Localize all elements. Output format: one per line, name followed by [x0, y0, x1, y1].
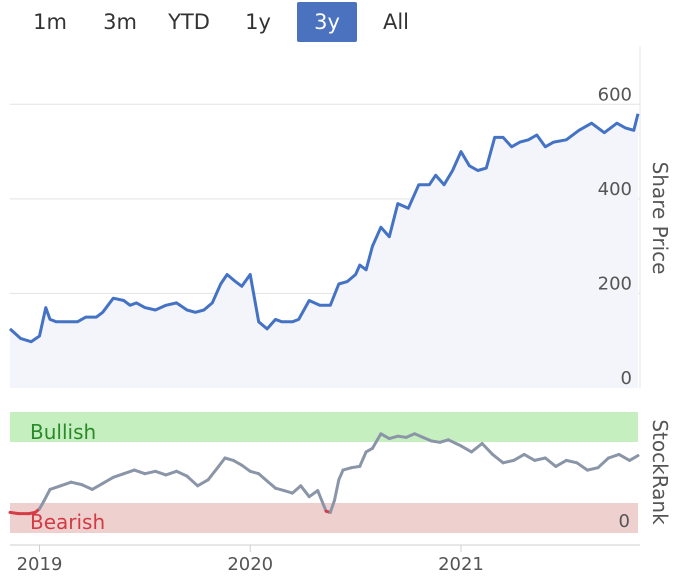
- stockrank-segment: [231, 458, 244, 467]
- stockrank-segment: [132, 468, 147, 476]
- stockrank-segment: [628, 454, 640, 462]
- stockrank-segment: [290, 484, 303, 495]
- price-area: [10, 113, 638, 388]
- stockrank-segment: [257, 472, 269, 483]
- stockrank-segment: [404, 432, 417, 439]
- stockrank-segment: [101, 475, 115, 485]
- price-axis-label: Share Price: [648, 162, 672, 275]
- stockrank-segment: [206, 464, 221, 482]
- stockrank-segment: [240, 463, 252, 473]
- stockrank-segment: [554, 458, 568, 468]
- stockrank-segment: [196, 478, 210, 488]
- range-selector: 1m 3m YTD 1y 3y All: [0, 0, 686, 46]
- x-tick-label: 2020: [227, 554, 273, 575]
- stockrank-segment: [153, 469, 168, 477]
- range-button-3y[interactable]: 3y: [297, 2, 357, 42]
- bearish-label: Bearish: [30, 510, 105, 534]
- stockrank-segment: [333, 478, 341, 502]
- price-tick-labels: 0 200 400 600: [598, 84, 632, 389]
- range-button-3m[interactable]: 3m: [103, 10, 137, 34]
- stockrank-segment: [522, 452, 537, 462]
- stockrank-segment: [371, 432, 383, 450]
- stockrank-segment: [143, 469, 157, 476]
- stockrank-segment: [585, 466, 600, 472]
- range-button-1y[interactable]: 1y: [245, 10, 271, 34]
- bullish-band: [10, 412, 638, 442]
- price-tick-label: 200: [598, 273, 632, 294]
- stockrank-segment: [48, 484, 63, 491]
- stockrank-segment: [575, 461, 589, 472]
- x-tick-label: 2021: [438, 554, 484, 575]
- stockrank-segment: [42, 487, 52, 503]
- stockrank-zero-label: 0: [619, 511, 630, 532]
- stockrank-segment: [175, 469, 189, 478]
- stockrank-segment: [316, 489, 328, 513]
- stockrank-segment: [459, 444, 473, 454]
- stockrank-segment: [90, 481, 105, 491]
- stockrank-segment: [111, 472, 126, 479]
- price-tick-label: 0: [621, 368, 632, 389]
- stockrank-segment: [379, 432, 391, 441]
- stockrank-segment: [533, 456, 547, 462]
- stockrank-segment: [501, 458, 516, 465]
- price-tick-label: 600: [598, 84, 632, 105]
- stockrank-segment: [480, 442, 495, 456]
- stockrank-segment: [413, 432, 425, 439]
- x-axis-ticks: 2019 2020 2021: [17, 545, 484, 575]
- stockrank-segment: [358, 450, 368, 468]
- stockrank-segment: [122, 468, 136, 476]
- stockrank-segment: [596, 456, 610, 470]
- stockrank-segment: [217, 456, 227, 468]
- stockrank-segment: [69, 480, 84, 487]
- stockrank-line: [8, 432, 640, 516]
- price-line: [8, 113, 640, 344]
- stockrank-segment: [307, 489, 320, 499]
- stockrank-segment: [446, 438, 463, 448]
- stockrank-segment: [328, 498, 336, 514]
- stockrank-segment: [470, 442, 484, 454]
- stockrank-segment: [164, 469, 178, 477]
- stockrank-segment: [337, 468, 345, 482]
- stockrank-segment: [265, 479, 277, 490]
- stockrank-segment: [185, 474, 200, 488]
- price-tick-label: 400: [598, 179, 632, 200]
- stockrank-segment: [512, 452, 526, 462]
- stockrank-segment: [59, 480, 73, 488]
- stockrank-segment: [491, 452, 505, 465]
- x-tick-label: 2019: [17, 554, 63, 575]
- stockrank-segment: [80, 483, 94, 491]
- range-button-all[interactable]: All: [382, 10, 410, 34]
- stockrank-segment: [607, 452, 621, 460]
- range-button-ytd[interactable]: YTD: [168, 10, 210, 34]
- stockrank-segment: [421, 435, 433, 443]
- stockrank-axis-label: StockRank: [648, 419, 672, 525]
- range-button-1m[interactable]: 1m: [33, 10, 67, 34]
- stockrank-segment: [564, 458, 579, 465]
- stockrank-segment: [617, 452, 632, 462]
- stockrank-segment: [299, 484, 311, 499]
- bullish-label: Bullish: [30, 420, 96, 444]
- stockrank-segment: [543, 456, 558, 468]
